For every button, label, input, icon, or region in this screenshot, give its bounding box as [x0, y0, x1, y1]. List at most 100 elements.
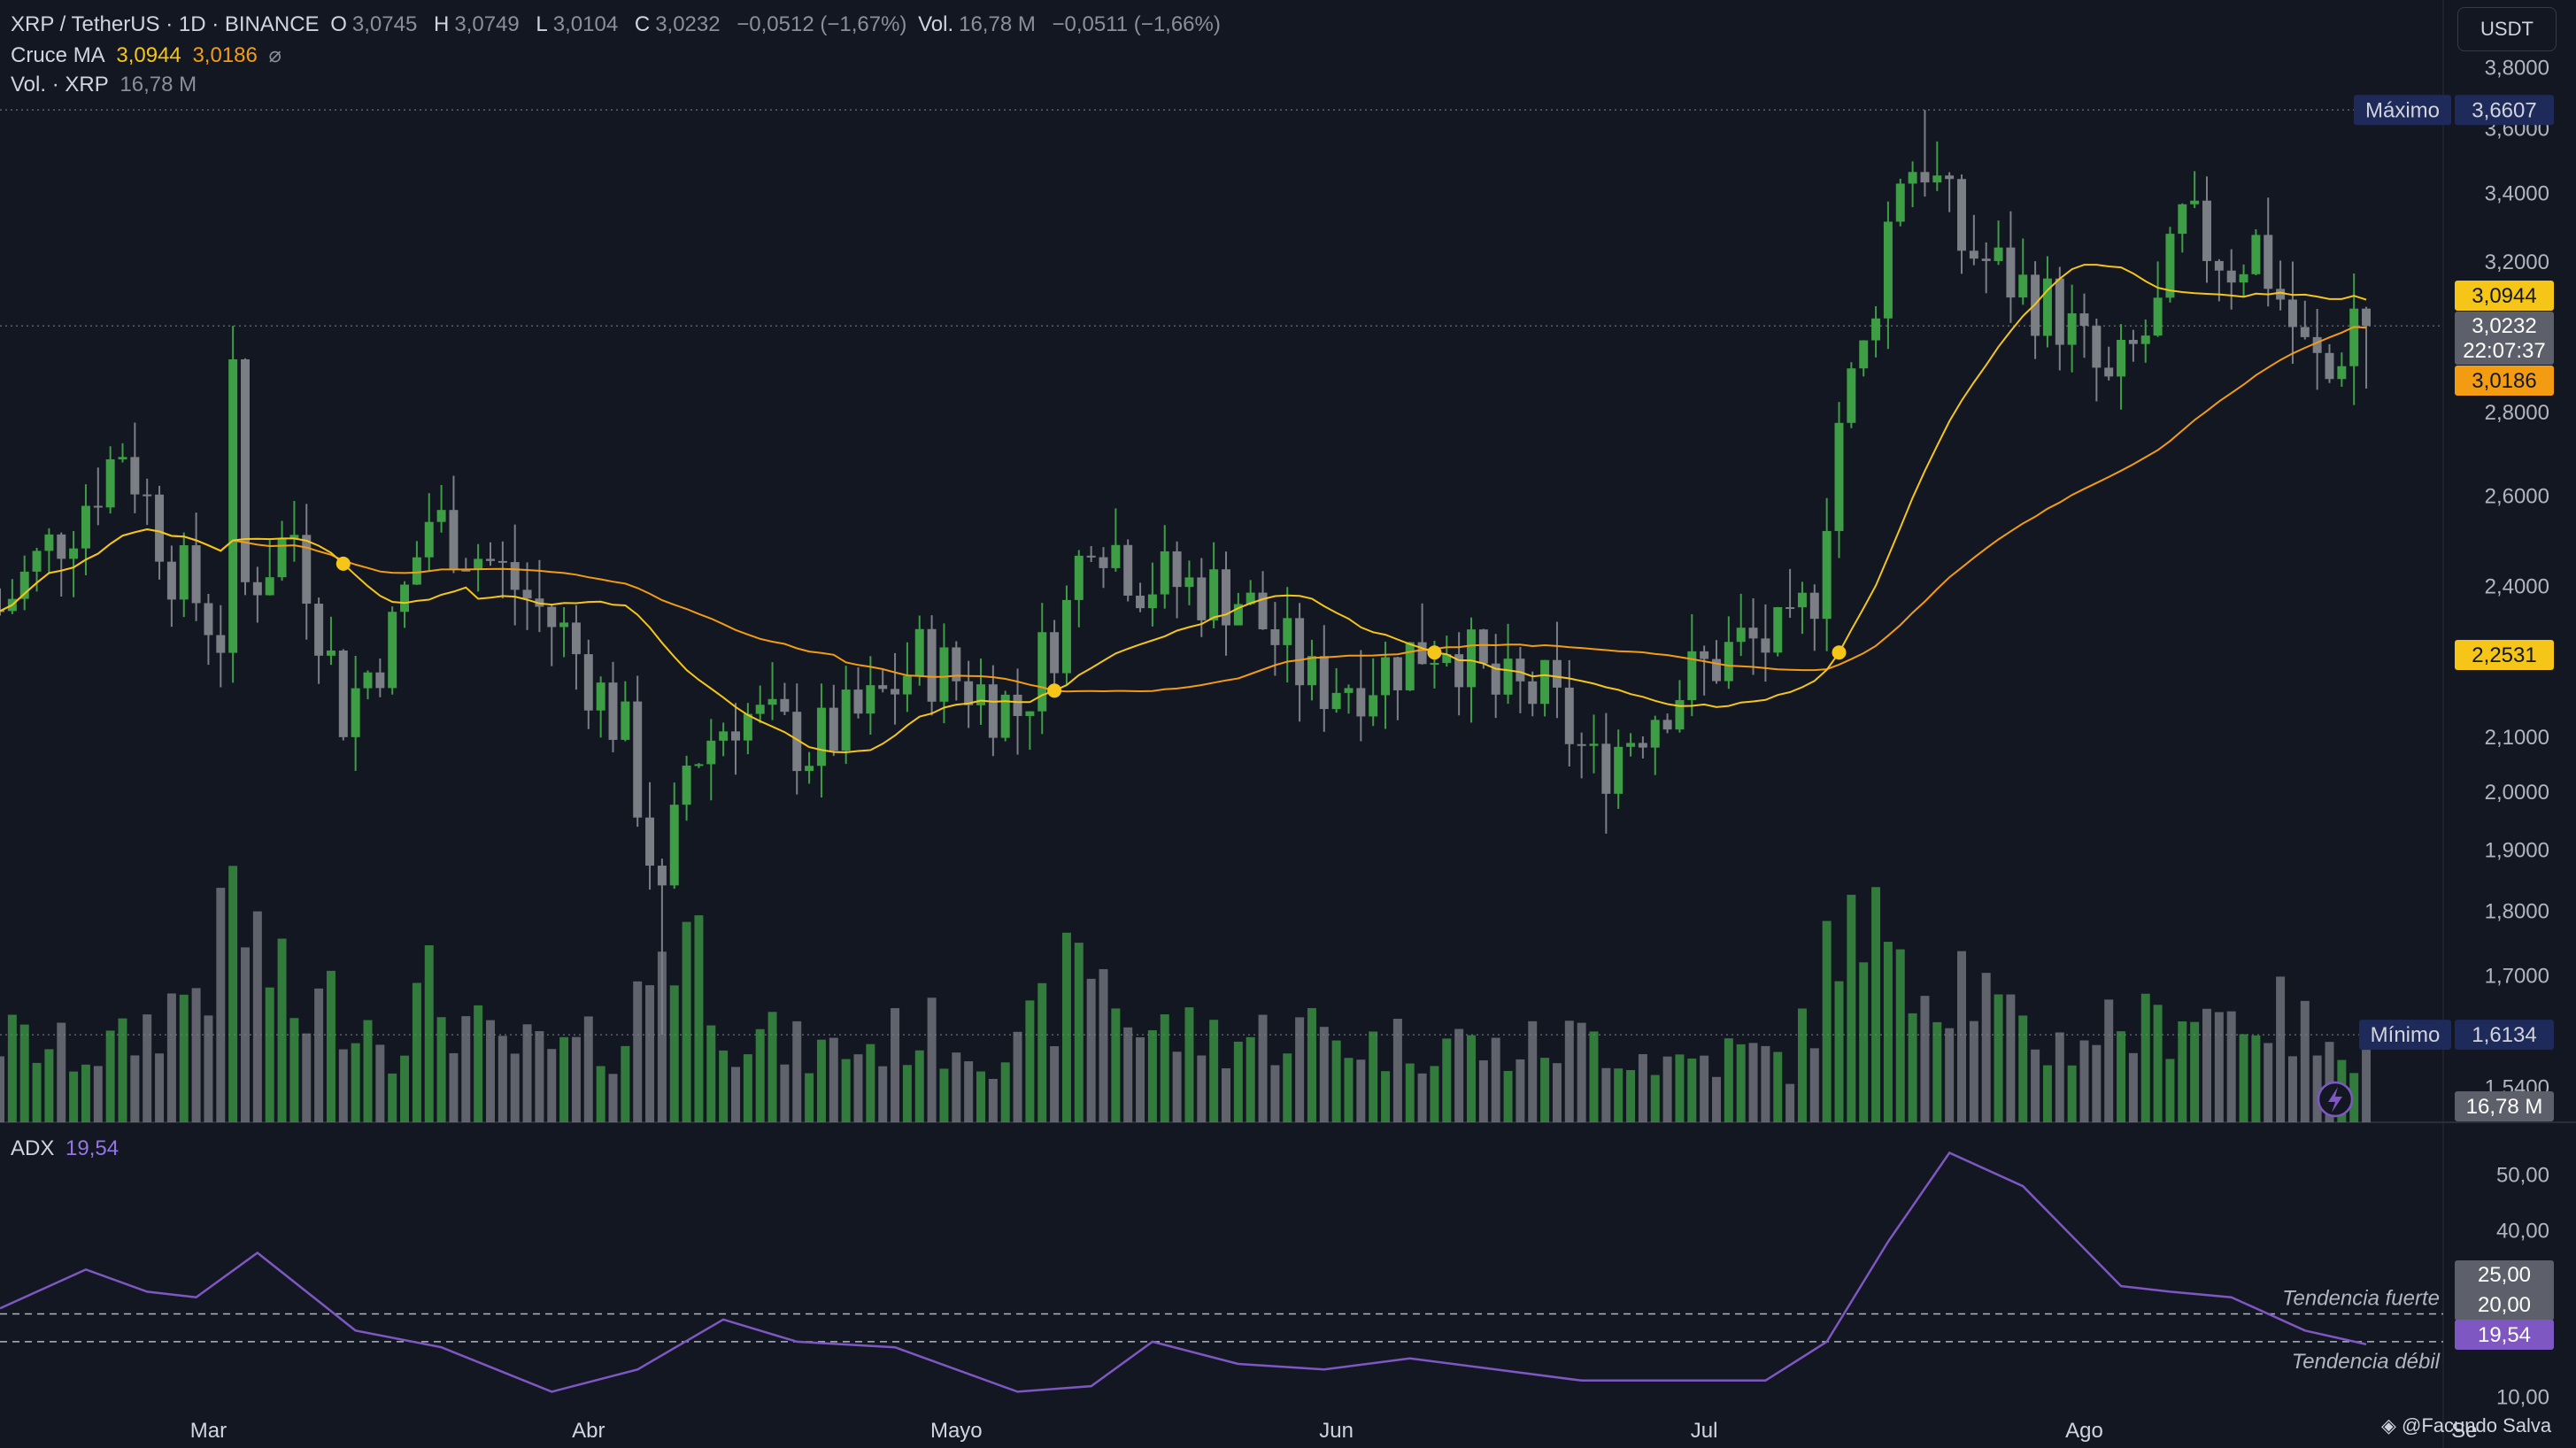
candle-body: [486, 558, 495, 561]
time-tick: Jul: [1691, 1419, 1718, 1443]
candle-body: [964, 681, 974, 705]
volume-bar: [2128, 1052, 2138, 1122]
candle-body: [976, 684, 985, 705]
volume-bar: [1712, 1076, 1721, 1122]
volume-bar: [1442, 1038, 1452, 1122]
volume-row-legend[interactable]: Vol. · XRP 16,78 M: [11, 73, 202, 97]
candle-body: [1417, 642, 1427, 665]
volume-bar: [400, 1055, 410, 1122]
candle-body: [1099, 557, 1108, 568]
candle-body: [2226, 270, 2236, 283]
price-tag: 3,0232: [2472, 314, 2536, 338]
candle-body: [497, 560, 507, 563]
candle-body: [1773, 607, 1783, 653]
candle-body: [988, 684, 998, 738]
volume-bar: [1540, 1058, 1550, 1122]
ma-cross-label[interactable]: Cruce MA: [11, 43, 105, 67]
volume-bar: [2226, 1011, 2236, 1122]
candle-body: [1074, 555, 1084, 600]
volume-bar: [682, 921, 691, 1122]
volume-bar: [388, 1073, 397, 1122]
volume-bar: [1295, 1017, 1305, 1122]
volume-row-label[interactable]: Vol. · XRP: [11, 73, 109, 96]
volume-bar: [1283, 1053, 1292, 1122]
price-tick: 1,8000: [2485, 900, 2549, 924]
volume-bar: [2153, 1005, 2163, 1122]
volume-bar: [988, 1078, 998, 1122]
volume-bar: [105, 1030, 115, 1122]
candle-body: [130, 457, 140, 495]
alert-button[interactable]: [2317, 1081, 2354, 1118]
candle-body: [780, 698, 790, 712]
candle-body: [706, 740, 716, 765]
volume-bar: [2042, 1065, 2052, 1122]
volume-bar: [1369, 1031, 1378, 1122]
volume-bar: [891, 1008, 900, 1122]
min-label-bg: [2359, 1020, 2451, 1051]
candle-body: [805, 766, 814, 772]
currency-button[interactable]: USDT: [2457, 7, 2557, 51]
candle-body: [1994, 247, 2003, 261]
candle-body: [621, 701, 630, 740]
volume-bar: [902, 1065, 912, 1122]
candle-body: [228, 358, 238, 653]
volume-bar: [191, 988, 201, 1122]
price-change: −0,0512 (−1,67%): [737, 12, 907, 36]
countdown-tag: 22:07:37: [2463, 339, 2545, 363]
candle-body: [743, 713, 752, 741]
price-tick: 1,9000: [2485, 839, 2549, 863]
symbol-title[interactable]: XRP / TetherUS · 1D · BINANCE: [11, 12, 320, 36]
volume-bar: [1724, 1038, 1733, 1122]
candle-body: [1895, 183, 1905, 222]
candle-body: [1061, 599, 1071, 674]
volume-bar: [914, 1050, 924, 1122]
volume-bar: [1797, 1008, 1807, 1122]
candle-body: [1516, 659, 1525, 682]
volume-bar: [326, 970, 335, 1122]
candle-body: [645, 817, 655, 866]
volume-bar: [2325, 1042, 2334, 1122]
volume-bar: [1809, 1048, 1819, 1122]
candle-body: [2042, 278, 2052, 336]
candle-body: [252, 582, 262, 596]
candle-body: [1883, 221, 1893, 319]
volume-bar: [952, 1052, 961, 1122]
volume-bar: [719, 1050, 729, 1122]
candle-body: [1025, 711, 1035, 716]
volume-bar: [816, 1039, 826, 1122]
author-credit: ◈ @Facundo Salva: [2381, 1414, 2552, 1436]
adx-label[interactable]: ADX: [11, 1136, 55, 1160]
candle-body: [1491, 663, 1500, 695]
volume-bar: [265, 987, 274, 1122]
candle-body: [1589, 743, 1599, 746]
adx-level-tag-strong: 25,00: [2478, 1263, 2531, 1287]
candle-body: [1381, 657, 1391, 696]
candle-body: [755, 705, 765, 714]
volume-bar: [166, 993, 176, 1122]
volume-bar: [93, 1066, 103, 1122]
volume-bar: [841, 1059, 851, 1122]
adx-legend[interactable]: ADX 19,54: [11, 1136, 124, 1161]
adx-current-tag: 19,54: [2478, 1323, 2531, 1347]
hide-icon[interactable]: ⌀: [268, 43, 282, 67]
time-tick: Abr: [572, 1419, 605, 1443]
time-tick: Jun: [1319, 1419, 1354, 1443]
price-axis[interactable]: 3,80003,60003,40003,20002,80002,60002,40…: [2317, 57, 2554, 1410]
volume-bar: [829, 1037, 838, 1122]
candle-body: [216, 635, 226, 653]
volume-bar: [1160, 1014, 1169, 1122]
candle-body: [1331, 692, 1341, 710]
time-axis[interactable]: Mar Abr Mayo Jun Jul Ago Se: [190, 1419, 2478, 1443]
volume-bar: [1822, 920, 1832, 1122]
volume-bar: [1675, 1054, 1685, 1122]
candle-body: [388, 612, 397, 689]
volume-bar: [547, 1049, 557, 1122]
volume-row-value: 16,78 M: [120, 73, 197, 96]
volume-bar: [2312, 1055, 2322, 1122]
volume-bar: [1147, 1030, 1157, 1122]
volume-bar: [1050, 1046, 1060, 1122]
candle-body: [289, 535, 299, 539]
ma-cross-legend[interactable]: Cruce MA 3,0944 3,0186 ⌀: [11, 42, 287, 68]
